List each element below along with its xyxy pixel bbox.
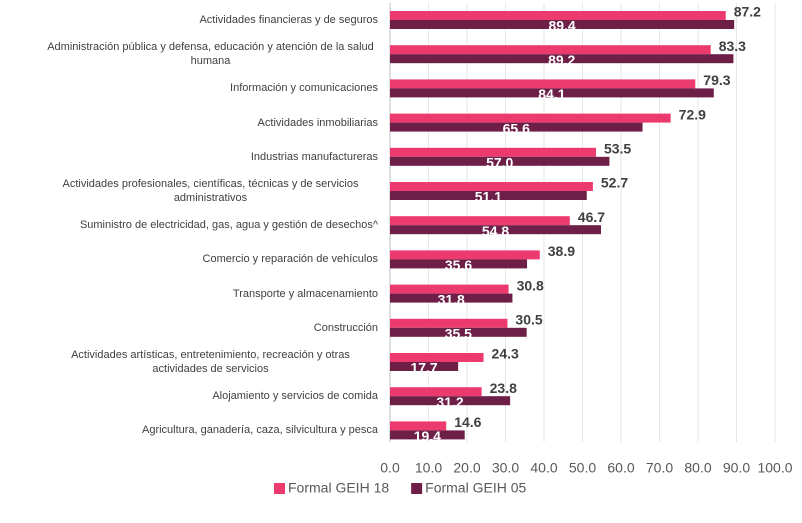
value-label: 23.8 [490, 380, 517, 396]
category-label-box: Actividades inmobiliarias [20, 106, 378, 140]
bar [390, 88, 714, 98]
legend-label: Formal GEIH 18 [288, 480, 389, 496]
x-tick-label: 30.0 [492, 460, 519, 476]
bar [390, 353, 484, 362]
x-tick-label: 20.0 [453, 460, 480, 476]
value-label: 17.7 [410, 360, 437, 376]
bar [390, 20, 735, 29]
category-label-box: Comercio y reparación de vehículos [20, 242, 378, 276]
y-tick-label: Suministro de electricidad, gas, agua y … [79, 219, 378, 232]
x-tick-label: 0.0 [380, 460, 400, 476]
category-label-box: Alojamiento y servicios de comida [20, 379, 378, 413]
bar [390, 396, 511, 406]
x-tick-label: 90.0 [723, 460, 750, 476]
category-label-box: Suministro de electricidad, gas, agua y … [20, 208, 378, 242]
x-tick-label: 10.0 [415, 460, 442, 476]
bar [390, 156, 610, 166]
value-label: 54.8 [482, 223, 509, 239]
bar [390, 284, 509, 294]
x-tick-label: 70.0 [646, 460, 673, 476]
y-tick-label: Administración pública y defensa, educac… [47, 41, 374, 68]
bar [390, 362, 459, 371]
category-label-box: Industrias manufactureras [20, 140, 378, 174]
x-tick-label: 100.0 [757, 460, 792, 476]
y-tick-label: Información y comunicaciones [230, 82, 378, 95]
bar [390, 45, 711, 55]
category-label-box: Transporte y almacenamiento [20, 277, 378, 311]
value-label: 35.5 [445, 326, 472, 342]
value-label: 31.8 [438, 291, 465, 307]
value-label: 35.6 [445, 257, 472, 273]
legend-swatch [411, 483, 423, 494]
category-label-box: Administración pública y defensa, educac… [20, 37, 378, 71]
y-tick-label: Comercio y reparación de vehículos [202, 253, 378, 266]
value-label: 84.1 [538, 86, 565, 102]
value-label: 83.3 [719, 38, 746, 54]
legend-label: Formal GEIH 05 [425, 480, 526, 496]
x-tick-label: 60.0 [607, 460, 634, 476]
bar [390, 147, 596, 157]
value-label: 31.2 [436, 394, 463, 410]
bar [390, 387, 482, 397]
y-tick-label: Industrias manufactureras [250, 150, 378, 163]
value-label: 89.2 [548, 52, 575, 68]
bar [390, 122, 643, 132]
x-tick-label: 50.0 [569, 460, 596, 476]
y-tick-label: Construcción [313, 321, 378, 334]
y-tick-label: Transporte y almacenamiento [232, 287, 378, 300]
bar [390, 216, 570, 226]
bar [390, 113, 671, 123]
bar [390, 259, 528, 269]
y-tick-label: Actividades financieras y de seguros [199, 14, 378, 26]
bar [390, 250, 540, 260]
value-label: 51.1 [475, 189, 502, 205]
y-tick-label: Agricultura, ganadería, caza, silvicultu… [141, 424, 378, 437]
category-label-box: Actividades profesionales, científicas, … [20, 174, 378, 208]
category-label-box: Actividades artísticas, entretenimiento,… [20, 345, 378, 379]
category-label-box: Información y comunicaciones [20, 71, 378, 105]
bar [390, 79, 696, 89]
bar [390, 191, 587, 200]
value-label: 52.7 [601, 175, 628, 191]
value-label: 87.2 [734, 4, 761, 20]
value-label: 14.6 [454, 414, 481, 430]
bar [390, 421, 447, 431]
bar [390, 327, 527, 337]
value-label: 89.4 [548, 18, 575, 34]
value-label: 24.3 [492, 346, 519, 362]
y-tick-label: Actividades artísticas, entretenimiento,… [71, 349, 350, 375]
bar [390, 293, 513, 303]
category-label-box: Construcción [20, 311, 378, 345]
value-label: 30.5 [515, 312, 542, 328]
x-tick-label: 80.0 [684, 460, 711, 476]
bar [390, 430, 465, 440]
value-label: 57.0 [486, 155, 513, 171]
y-tick-label: Actividades inmobiliarias [257, 116, 378, 129]
value-label: 30.8 [517, 277, 544, 293]
category-label-box: Agricultura, ganadería, caza, silvicultu… [20, 413, 378, 447]
bar [390, 318, 508, 328]
category-label-box: Actividades financieras y de seguros [20, 3, 378, 37]
value-label: 72.9 [679, 106, 706, 122]
x-tick-label: 40.0 [530, 460, 557, 476]
value-label: 46.7 [578, 209, 605, 225]
bar [390, 54, 734, 64]
y-tick-label: Actividades profesionales, científicas, … [62, 178, 359, 204]
value-label: 53.5 [604, 141, 631, 157]
value-label: 79.3 [703, 72, 730, 88]
bar [390, 11, 726, 20]
value-label: 38.9 [548, 243, 575, 259]
value-label: 65.6 [503, 120, 530, 136]
legend-swatch [274, 483, 285, 494]
value-label: 19.4 [414, 428, 441, 444]
bar [390, 182, 593, 191]
bar [390, 225, 601, 235]
y-tick-label: Alojamiento y servicios de comida [212, 390, 378, 403]
